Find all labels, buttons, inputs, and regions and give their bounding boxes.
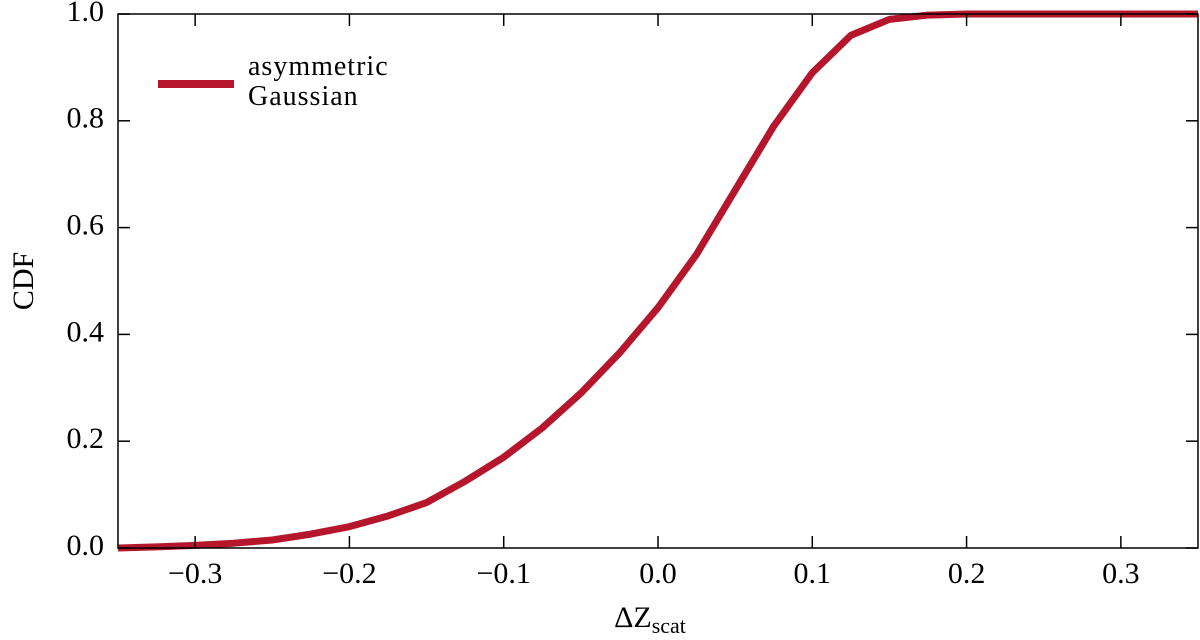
x-tick-label: 0.1 <box>794 557 832 590</box>
legend-label: asymmetric Gaussian <box>248 51 389 112</box>
y-tick-label: 0.4 <box>67 315 105 348</box>
data-line <box>117 10 1198 552</box>
x-tick-label: 0.2 <box>948 557 986 590</box>
y-axis-label: CDF <box>7 252 40 310</box>
x-axis-label-sub: scat <box>652 613 686 638</box>
y-tick-label: 1.0 <box>67 0 105 28</box>
y-tick-label: 0.0 <box>67 529 105 562</box>
y-tick-label: 0.6 <box>67 208 105 241</box>
x-axis-label: ΔZscat <box>614 601 686 638</box>
x-tick-label: −0.2 <box>322 557 376 590</box>
y-tick-label: 0.8 <box>67 102 105 135</box>
x-axis-label-main: ΔZ <box>614 601 652 634</box>
y-tick-label: 0.2 <box>67 422 105 455</box>
legend-swatch <box>158 80 234 88</box>
x-tick-label: 0.3 <box>1102 557 1140 590</box>
x-tick-label: −0.1 <box>477 557 531 590</box>
x-tick-label: 0.0 <box>639 557 677 590</box>
x-tick-label: −0.3 <box>168 557 222 590</box>
